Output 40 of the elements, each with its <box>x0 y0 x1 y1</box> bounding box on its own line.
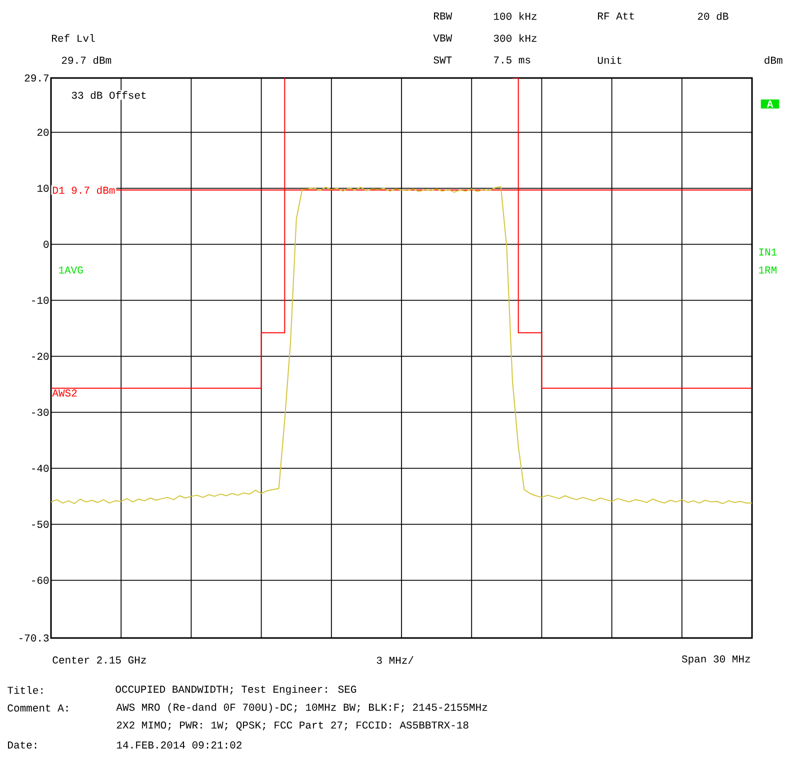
text: 1RM <box>758 266 776 274</box>
text: 7.5 ms <box>494 56 530 64</box>
text: 14.FEB.2014 09:21:02 <box>116 741 242 749</box>
text: 100 kHz <box>494 12 536 20</box>
text: Date: <box>8 741 36 749</box>
text: VBW <box>433 34 452 42</box>
ref-line-label: D1 9.7 dBm <box>53 186 115 194</box>
annotation: 33 dB Offset <box>72 91 146 99</box>
text: Span 30 MHz <box>682 655 750 665</box>
text: OCCUPIED BANDWIDTH; Test Engineer: SEG <box>116 685 356 695</box>
y-tick-label: 29.7 <box>24 74 48 82</box>
text: Ref Lvl <box>52 34 95 42</box>
text: Comment A: <box>8 704 68 712</box>
text: AWS MRO (Re-dand 0F 700U)-DC; 10MHz BW; BLK:F; 2145-2155MHz <box>116 703 488 713</box>
text: 29.7 dBm <box>62 56 112 64</box>
y-tick-label: -10 <box>32 296 49 304</box>
text: Center 2.15 GHz <box>52 656 146 664</box>
text: RBW <box>434 12 452 20</box>
text: 300 kHz <box>494 34 536 42</box>
y-tick-label: 20 <box>37 128 49 136</box>
text: 20 dB <box>698 12 728 20</box>
text: A <box>766 100 774 108</box>
text: 3 MHz/ <box>376 656 414 664</box>
text: IN1 <box>759 248 777 256</box>
y-tick-label: -30 <box>32 408 49 416</box>
text: Title: <box>8 686 42 694</box>
annotation: 1AVG <box>58 266 83 274</box>
y-tick-label: 10 <box>37 184 49 192</box>
y-tick-label: -50 <box>32 520 49 528</box>
y-tick-label: 0 <box>44 240 49 248</box>
text: 2X2 MIMO; PWR: 1W; QPSK; FCC Part 27; FCCID: AS5BBTRX-18 <box>116 721 468 731</box>
text: SWT <box>434 56 452 64</box>
y-tick-label: -60 <box>32 576 49 584</box>
text: RF Att <box>598 12 634 20</box>
text: Unit <box>598 56 622 64</box>
y-tick-label: -20 <box>32 352 49 360</box>
series-label: AWS2 <box>52 389 77 397</box>
y-tick-label: -70.3 <box>20 634 49 642</box>
y-tick-label: -40 <box>32 464 49 472</box>
text: dBm <box>764 56 782 64</box>
